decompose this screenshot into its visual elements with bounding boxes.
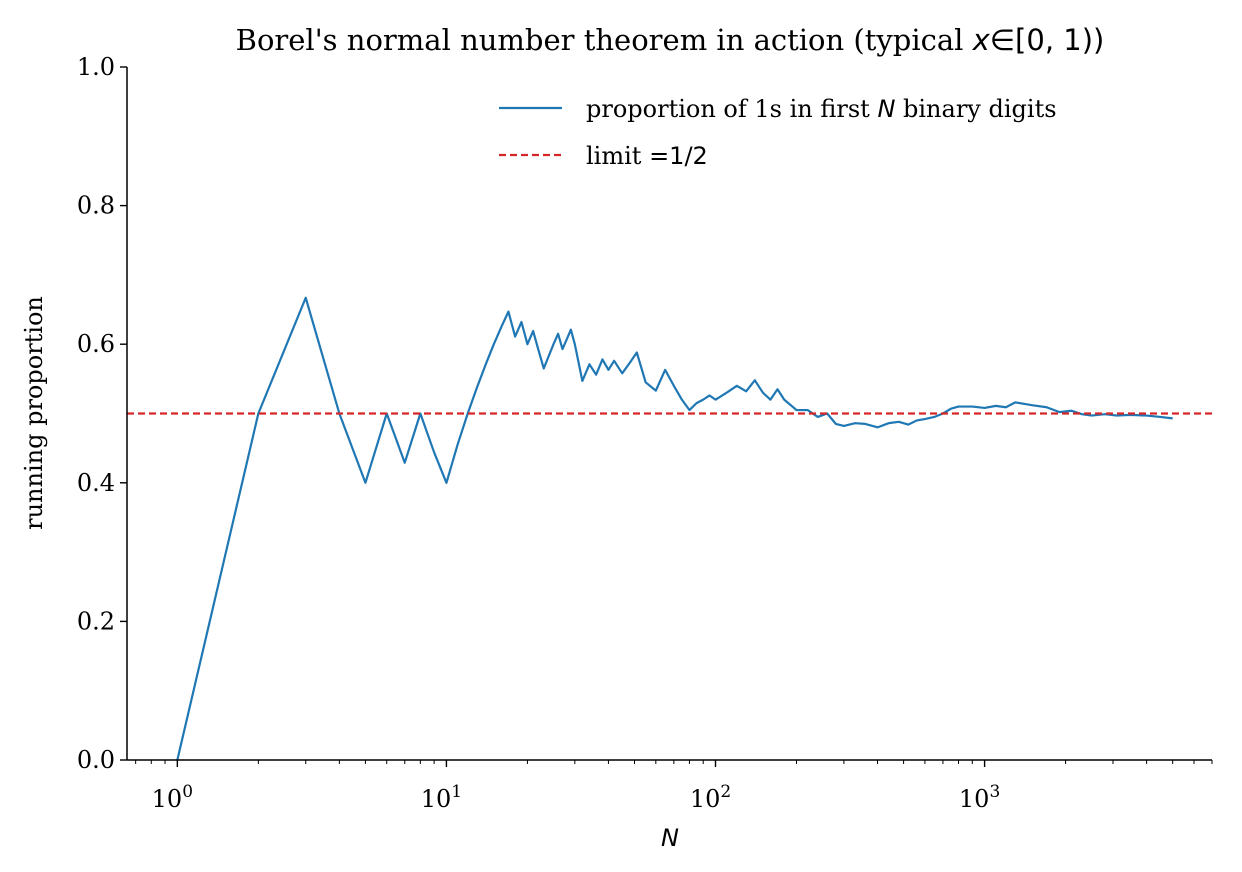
y-tick-label: 0.8 <box>77 192 115 220</box>
y-tick-label: 1.0 <box>77 53 115 81</box>
chart-title: Borel's normal number theorem in action … <box>236 23 1105 57</box>
y-tick-label: 0.2 <box>77 607 115 635</box>
y-ticks: 0.0 0.2 0.4 0.6 0.8 1.0 <box>77 53 127 774</box>
legend-label-proportion: proportion of 1s in first N binary digit… <box>586 95 1057 123</box>
y-axis-label: running proportion <box>20 296 48 530</box>
legend-label-limit: limit =1/2 <box>586 142 708 170</box>
x-tick-label: 103 <box>959 782 1000 813</box>
y-tick-label: 0.6 <box>77 330 115 358</box>
y-tick-label: 0.4 <box>77 469 115 497</box>
legend: proportion of 1s in first N binary digit… <box>499 95 1057 170</box>
x-tick-label: 101 <box>421 782 462 813</box>
x-tick-label: 100 <box>152 782 193 813</box>
plot-lines <box>127 296 1212 761</box>
x-ticks: 100 101 102 103 <box>135 760 1213 813</box>
x-axis-label: N <box>661 824 679 852</box>
y-tick-label: 0.0 <box>77 746 115 774</box>
x-tick-label: 102 <box>690 782 731 813</box>
series-line-proportion <box>176 296 1173 761</box>
